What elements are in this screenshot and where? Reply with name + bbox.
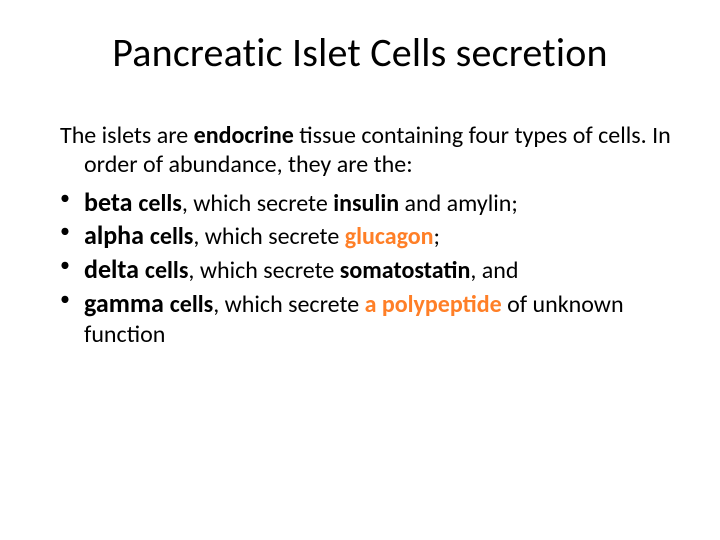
- intro-paragraph: The islets are endocrine tissue containi…: [36, 121, 684, 180]
- intro-pre: The islets are: [60, 121, 194, 150]
- item-tail: ;: [434, 222, 440, 251]
- slide: Pancreatic Islet Cells secretion The isl…: [0, 0, 720, 540]
- secretion: insulin: [333, 189, 399, 218]
- secretion: a polypeptide: [365, 290, 502, 319]
- cell-word: cells: [145, 256, 189, 285]
- secretion: glucagon: [345, 222, 434, 251]
- list-item: alpha cells, which secrete glucagon;: [60, 219, 684, 253]
- list-item: delta cells, which secrete somatostatin,…: [60, 253, 684, 287]
- cell-name: gamma: [84, 287, 170, 319]
- cell-word: cells: [170, 290, 214, 319]
- list-item: beta cells, which secrete insulin and am…: [60, 186, 684, 220]
- item-tail: , and: [470, 256, 518, 285]
- item-mid: , which secrete: [182, 189, 333, 218]
- item-mid: , which secrete: [188, 256, 339, 285]
- bullet-list: beta cells, which secrete insulin and am…: [36, 186, 684, 352]
- cell-word: cells: [150, 222, 194, 251]
- list-item: gamma cells, which secrete a polypeptide…: [60, 287, 684, 351]
- item-tail: and amylin;: [399, 189, 518, 218]
- intro-endocrine: endocrine: [194, 121, 294, 150]
- cell-name: alpha: [84, 219, 150, 251]
- slide-title: Pancreatic Islet Cells secretion: [36, 28, 684, 77]
- item-mid: , which secrete: [213, 290, 364, 319]
- cell-name: beta: [84, 186, 138, 218]
- cell-word: cells: [138, 189, 182, 218]
- secretion: somatostatin: [340, 256, 471, 285]
- item-mid: , which secrete: [193, 222, 344, 251]
- cell-name: delta: [84, 253, 145, 285]
